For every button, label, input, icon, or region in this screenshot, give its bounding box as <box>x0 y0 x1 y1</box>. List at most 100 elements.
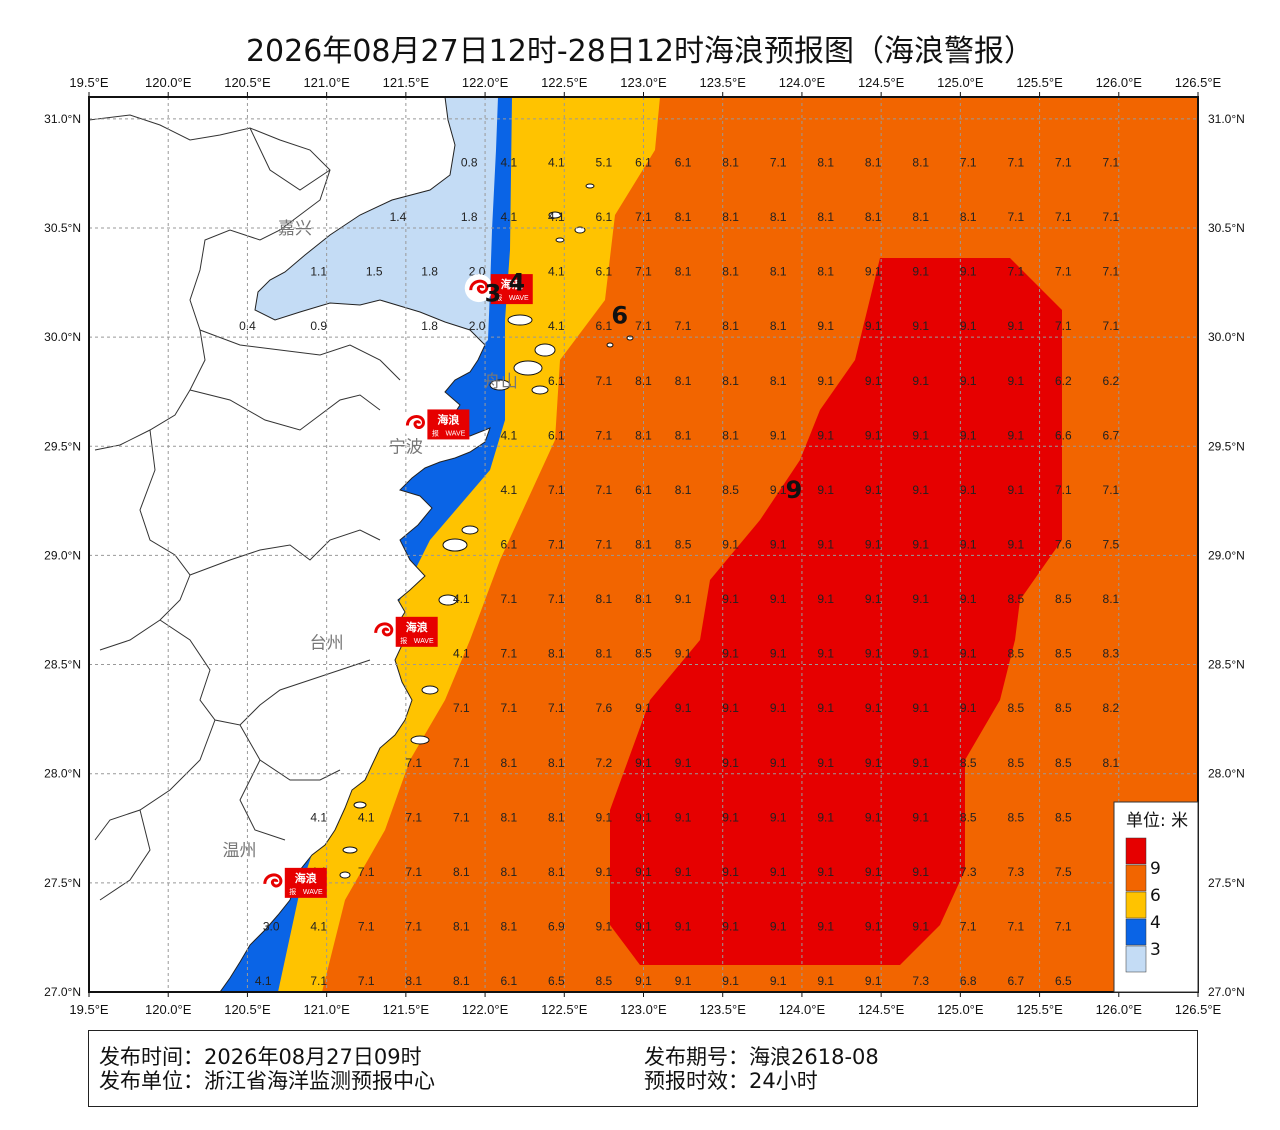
legend-level-label: 6 <box>1150 886 1161 906</box>
wave-height-value: 8.1 <box>722 155 739 169</box>
wave-height-value: 9.1 <box>722 592 739 606</box>
wave-height-value: 7.1 <box>453 756 470 770</box>
city-label: 台州 <box>310 634 344 654</box>
lon-label-bottom: 125.5°E <box>1016 1002 1063 1017</box>
wave-height-value: 0.8 <box>461 155 478 169</box>
wave-height-value: 7.1 <box>1007 920 1024 934</box>
isoline-label: 3 <box>485 279 502 307</box>
wave-height-value: 9.1 <box>912 592 929 606</box>
wave-height-value: 9.1 <box>722 810 739 824</box>
wave-height-value: 7.1 <box>1055 210 1072 224</box>
legend-swatch <box>1125 864 1147 892</box>
issuer-label: 发布单位： <box>99 1069 204 1093</box>
wave-height-value: 9.1 <box>817 920 834 934</box>
wave-height-value: 7.1 <box>548 592 565 606</box>
badge-background <box>284 867 327 898</box>
wave-height-value: 8.1 <box>912 210 929 224</box>
lat-label-left: 30.5°N <box>44 221 81 235</box>
lon-label-top: 125.5°E <box>1016 75 1063 90</box>
wave-height-value: 9.1 <box>865 538 882 552</box>
wave-height-value: 9.1 <box>865 483 882 497</box>
validity-label: 预报时效： <box>644 1069 749 1093</box>
wave-height-value: 9.1 <box>596 810 613 824</box>
isoline-labels: 3 4 6 9 <box>485 269 803 504</box>
wave-height-value: 2.0 <box>469 319 486 333</box>
wave-height-value: 6.5 <box>1055 974 1072 988</box>
lon-label-top: 120.5°E <box>224 75 271 90</box>
lon-label-bottom: 120.5°E <box>224 1002 271 1017</box>
wave-height-value: 8.5 <box>1055 810 1072 824</box>
wave-height-value: 9.1 <box>770 428 787 442</box>
wave-height-value: 9.1 <box>817 974 834 988</box>
wave-height-value: 7.1 <box>358 865 375 879</box>
wave-height-value: 8.1 <box>722 210 739 224</box>
wave-height-value: 8.1 <box>722 374 739 388</box>
lon-label-bottom: 122.0°E <box>462 1002 509 1017</box>
wave-height-value: 8.5 <box>1055 701 1072 715</box>
wave-height-value: 9.1 <box>865 592 882 606</box>
wave-height-value: 7.3 <box>912 974 929 988</box>
wave-height-value: 9.1 <box>635 810 652 824</box>
wave-height-value: 7.1 <box>635 210 652 224</box>
wave-height-value: 9.1 <box>865 810 882 824</box>
wave-height-value: 9.1 <box>596 920 613 934</box>
wave-height-value: 1.8 <box>421 265 438 279</box>
issue-time-label: 发布时间： <box>99 1045 204 1069</box>
wave-height-value: 9.1 <box>865 319 882 333</box>
issue-number: 海浪2618-08 <box>749 1045 879 1069</box>
wave-height-value: 4.1 <box>310 810 327 824</box>
badge-sub1: 报 <box>289 887 296 896</box>
wave-height-value: 7.1 <box>596 428 613 442</box>
wave-height-value: 8.1 <box>817 210 834 224</box>
map-title: 2026年08月27日12时-28日12时海浪预报图（海浪警报） <box>245 34 1035 69</box>
wave-height-value: 9.1 <box>722 756 739 770</box>
wave-height-value: 8.1 <box>453 974 470 988</box>
wave-height-value: 6.2 <box>1055 374 1072 388</box>
wave-height-value: 9.1 <box>635 701 652 715</box>
wave-height-value: 9.1 <box>675 865 692 879</box>
wave-height-value: 4.1 <box>500 428 517 442</box>
wave-height-value: 9.1 <box>770 920 787 934</box>
wave-height-value: 7.1 <box>358 974 375 988</box>
wave-height-value: 8.5 <box>1055 756 1072 770</box>
lat-label-left: 28.0°N <box>44 767 81 781</box>
wave-height-value: 9.1 <box>770 538 787 552</box>
lat-label-left: 30.0°N <box>44 330 81 344</box>
longitude-labels-top: 19.5°E 120.0°E 120.5°E 121.0°E 121.5°E 122.0°… <box>69 75 1221 90</box>
footer-info-box: 发布时间：2026年08月27日09时 发布单位：浙江省海洋监测预报中心 发布期… <box>88 1030 1198 1107</box>
wave-height-value: 4.1 <box>453 592 470 606</box>
legend-swatch <box>1125 918 1147 946</box>
wave-height-value: 7.2 <box>596 756 613 770</box>
wave-height-value: 7.6 <box>1055 538 1072 552</box>
wave-height-value: 9.1 <box>912 701 929 715</box>
wave-height-value: 7.1 <box>405 920 422 934</box>
wave-height-value: 8.1 <box>596 647 613 661</box>
wave-height-value: 0.4 <box>239 319 256 333</box>
lon-label-top: 120.0°E <box>145 75 192 90</box>
wave-height-value: 0.9 <box>310 319 327 333</box>
wave-height-value: 9.1 <box>675 592 692 606</box>
wave-height-value: 9.1 <box>912 265 929 279</box>
wave-height-value: 7.1 <box>358 920 375 934</box>
wave-height-value: 9.1 <box>960 647 977 661</box>
lat-label-right: 30.5°N <box>1208 221 1245 235</box>
badge-title: 海浪 <box>437 412 459 426</box>
wave-height-value: 6.9 <box>548 920 565 934</box>
issuer: 浙江省海洋监测预报中心 <box>204 1069 435 1093</box>
wave-height-value: 4.1 <box>548 265 565 279</box>
wave-height-value: 9.1 <box>960 701 977 715</box>
wave-height-value: 9.1 <box>912 374 929 388</box>
latitude-labels-left: 31.0°N 30.5°N 30.0°N 29.5°N 29.0°N 28.5°N 28.0… <box>44 112 81 999</box>
wave-height-value: 9.1 <box>960 483 977 497</box>
wave-height-value: 7.3 <box>960 865 977 879</box>
badge-title: 海浪 <box>295 871 317 885</box>
wave-height-value: 9.1 <box>817 428 834 442</box>
wave-height-value: 7.1 <box>1103 319 1120 333</box>
lat-label-left: 27.5°N <box>44 876 81 890</box>
wave-height-value: 6.5 <box>548 974 565 988</box>
lon-label-bottom: 122.5°E <box>541 1002 588 1017</box>
wave-height-value: 8.5 <box>1007 701 1024 715</box>
wave-height-value: 7.1 <box>1007 155 1024 169</box>
wave-height-value: 7.1 <box>596 483 613 497</box>
issue-time: 2026年08月27日09时 <box>204 1045 422 1069</box>
